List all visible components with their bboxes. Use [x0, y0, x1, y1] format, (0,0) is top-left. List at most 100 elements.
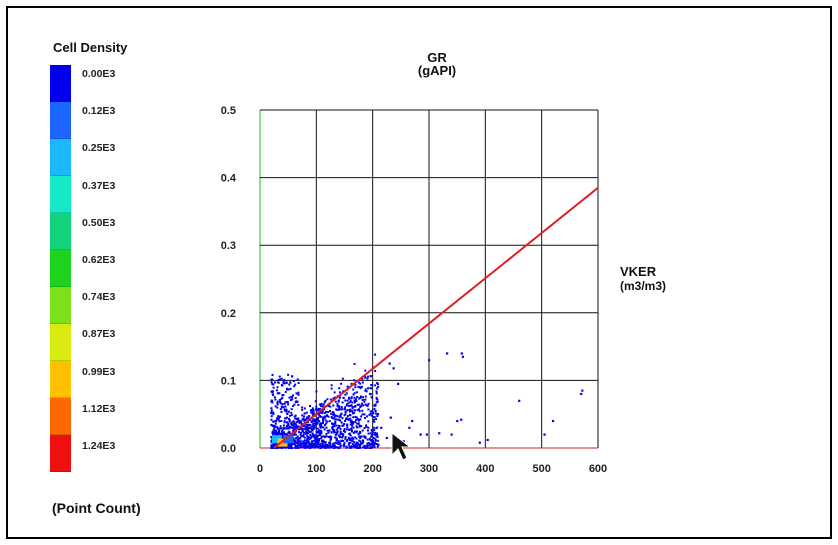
data-point [336, 430, 339, 433]
data-point [324, 419, 327, 422]
data-point [342, 430, 345, 433]
data-point [369, 410, 372, 413]
data-point [278, 415, 281, 418]
data-point [296, 400, 299, 403]
data-point [290, 396, 293, 399]
data-point [355, 391, 358, 394]
data-point [340, 408, 343, 411]
data-point [277, 378, 280, 381]
data-point [286, 445, 289, 448]
data-point [373, 445, 376, 448]
data-point [295, 392, 298, 395]
data-point [337, 418, 340, 421]
data-point [306, 446, 309, 449]
data-point [402, 440, 405, 443]
data-point [270, 423, 273, 426]
data-point [305, 442, 308, 445]
data-point [302, 430, 305, 433]
data-point [359, 406, 362, 409]
data-point [310, 421, 313, 424]
data-point [302, 415, 305, 418]
data-point [315, 421, 318, 424]
data-point [358, 439, 361, 442]
data-point [361, 442, 364, 445]
data-point [344, 413, 347, 416]
data-point [365, 403, 368, 406]
data-point [336, 402, 339, 405]
data-point [358, 397, 361, 400]
data-point [353, 392, 356, 395]
data-point [315, 430, 318, 433]
data-point [291, 375, 294, 378]
data-point [350, 397, 353, 400]
data-point [289, 381, 292, 384]
x-tick-label: 0 [257, 463, 263, 475]
data-point [322, 439, 325, 442]
data-point [337, 399, 340, 402]
chart-title-unit: (gAPI) [418, 63, 456, 78]
data-point [360, 385, 363, 388]
data-point [368, 442, 371, 445]
data-point [374, 384, 377, 387]
data-point [351, 421, 354, 424]
data-point [359, 436, 362, 439]
data-point [312, 409, 315, 412]
data-point [333, 431, 336, 434]
data-point [350, 428, 353, 431]
data-point [302, 433, 305, 436]
data-point [270, 407, 273, 410]
data-point [279, 408, 282, 411]
data-point [277, 434, 280, 437]
data-point [336, 446, 339, 449]
data-point [373, 420, 376, 423]
data-point [347, 418, 350, 421]
data-point [276, 406, 279, 409]
data-point [301, 418, 304, 421]
data-point [305, 426, 308, 429]
data-point [322, 417, 325, 420]
data-point [302, 418, 305, 421]
data-point [353, 409, 356, 412]
data-point [316, 421, 319, 424]
data-point [289, 414, 292, 417]
tick-labels: 0 100 200 300 400 500 600 0.0 0.1 0.2 0.3 0.4 0.5 [221, 105, 607, 475]
y-tick-label: 0.0 [221, 443, 236, 455]
data-point [308, 404, 311, 407]
density-cell [277, 438, 288, 447]
data-point [320, 402, 323, 405]
data-point [295, 436, 298, 439]
data-point [274, 405, 277, 408]
data-point [295, 425, 298, 428]
data-point [323, 428, 326, 431]
data-point [354, 421, 357, 424]
legend-swatch [50, 65, 71, 102]
data-point [460, 418, 463, 421]
data-point [366, 405, 369, 408]
data-point [289, 446, 292, 449]
data-point [307, 442, 310, 445]
data-point [353, 430, 356, 433]
data-point [283, 421, 286, 424]
data-point [543, 433, 546, 436]
data-point [307, 427, 310, 430]
data-point [580, 392, 583, 396]
data-point [281, 403, 284, 406]
data-point [282, 446, 285, 449]
data-point [352, 422, 355, 425]
data-point [288, 383, 291, 386]
data-point [456, 419, 459, 423]
data-point [326, 420, 329, 423]
data-point [373, 437, 376, 440]
data-point [316, 418, 319, 421]
data-point [273, 442, 276, 445]
data-point [335, 408, 338, 411]
data-point [306, 438, 309, 441]
data-point [287, 410, 290, 413]
data-point [328, 441, 331, 444]
data-point [361, 377, 364, 380]
data-point [518, 399, 521, 402]
data-point [288, 396, 291, 399]
data-point [307, 430, 310, 433]
data-point [356, 445, 359, 448]
